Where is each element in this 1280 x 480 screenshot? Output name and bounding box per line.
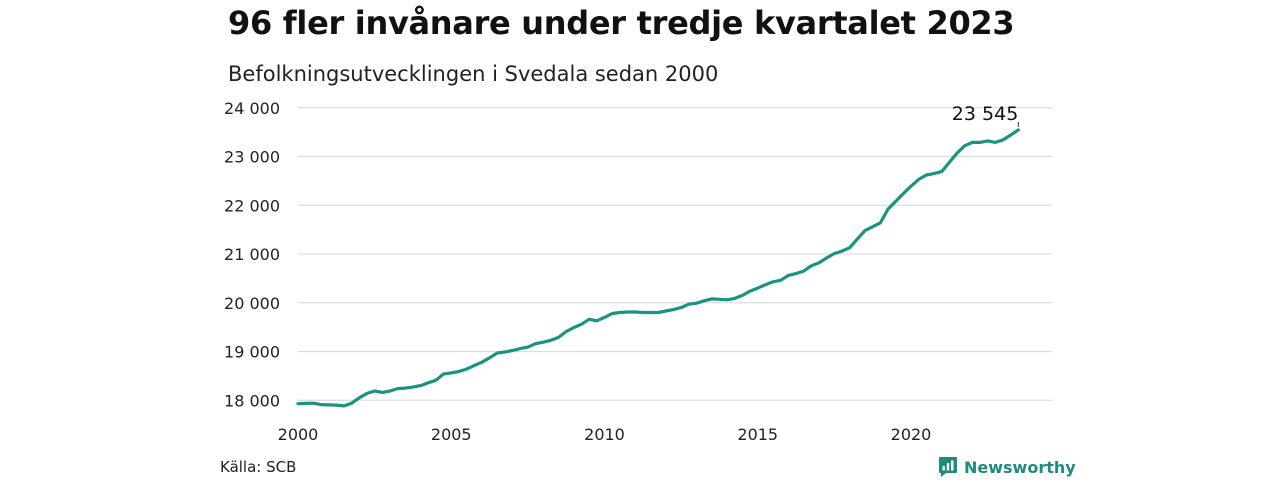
y-tick-label: 24 000 (224, 99, 280, 118)
y-tick-label: 23 000 (224, 148, 280, 167)
y-tick-label: 18 000 (224, 391, 280, 410)
x-tick-label: 2005 (431, 425, 472, 444)
chart-subtitle: Befolkningsutvecklingen i Svedala sedan … (228, 62, 719, 86)
x-tick-label: 2015 (737, 425, 778, 444)
x-tick-label: 2020 (891, 425, 932, 444)
y-tick-label: 22 000 (224, 196, 280, 215)
y-tick-label: 20 000 (224, 294, 280, 313)
brand-logo[interactable]: Newsworthy (938, 456, 1076, 478)
brand-name: Newsworthy (964, 457, 1076, 477)
end-value-label: 23 545 (952, 103, 1018, 125)
y-tick-label: 19 000 (224, 343, 280, 362)
source-label: Källa: SCB (220, 458, 297, 476)
x-tick-label: 2000 (278, 425, 319, 444)
x-tick-label: 2010 (584, 425, 625, 444)
y-tick-label: 21 000 (224, 245, 280, 264)
newsworthy-logo-icon (939, 457, 957, 477)
population-line (296, 128, 1020, 408)
chart-title: 96 fler invånare under tredje kvartalet … (228, 4, 1015, 42)
